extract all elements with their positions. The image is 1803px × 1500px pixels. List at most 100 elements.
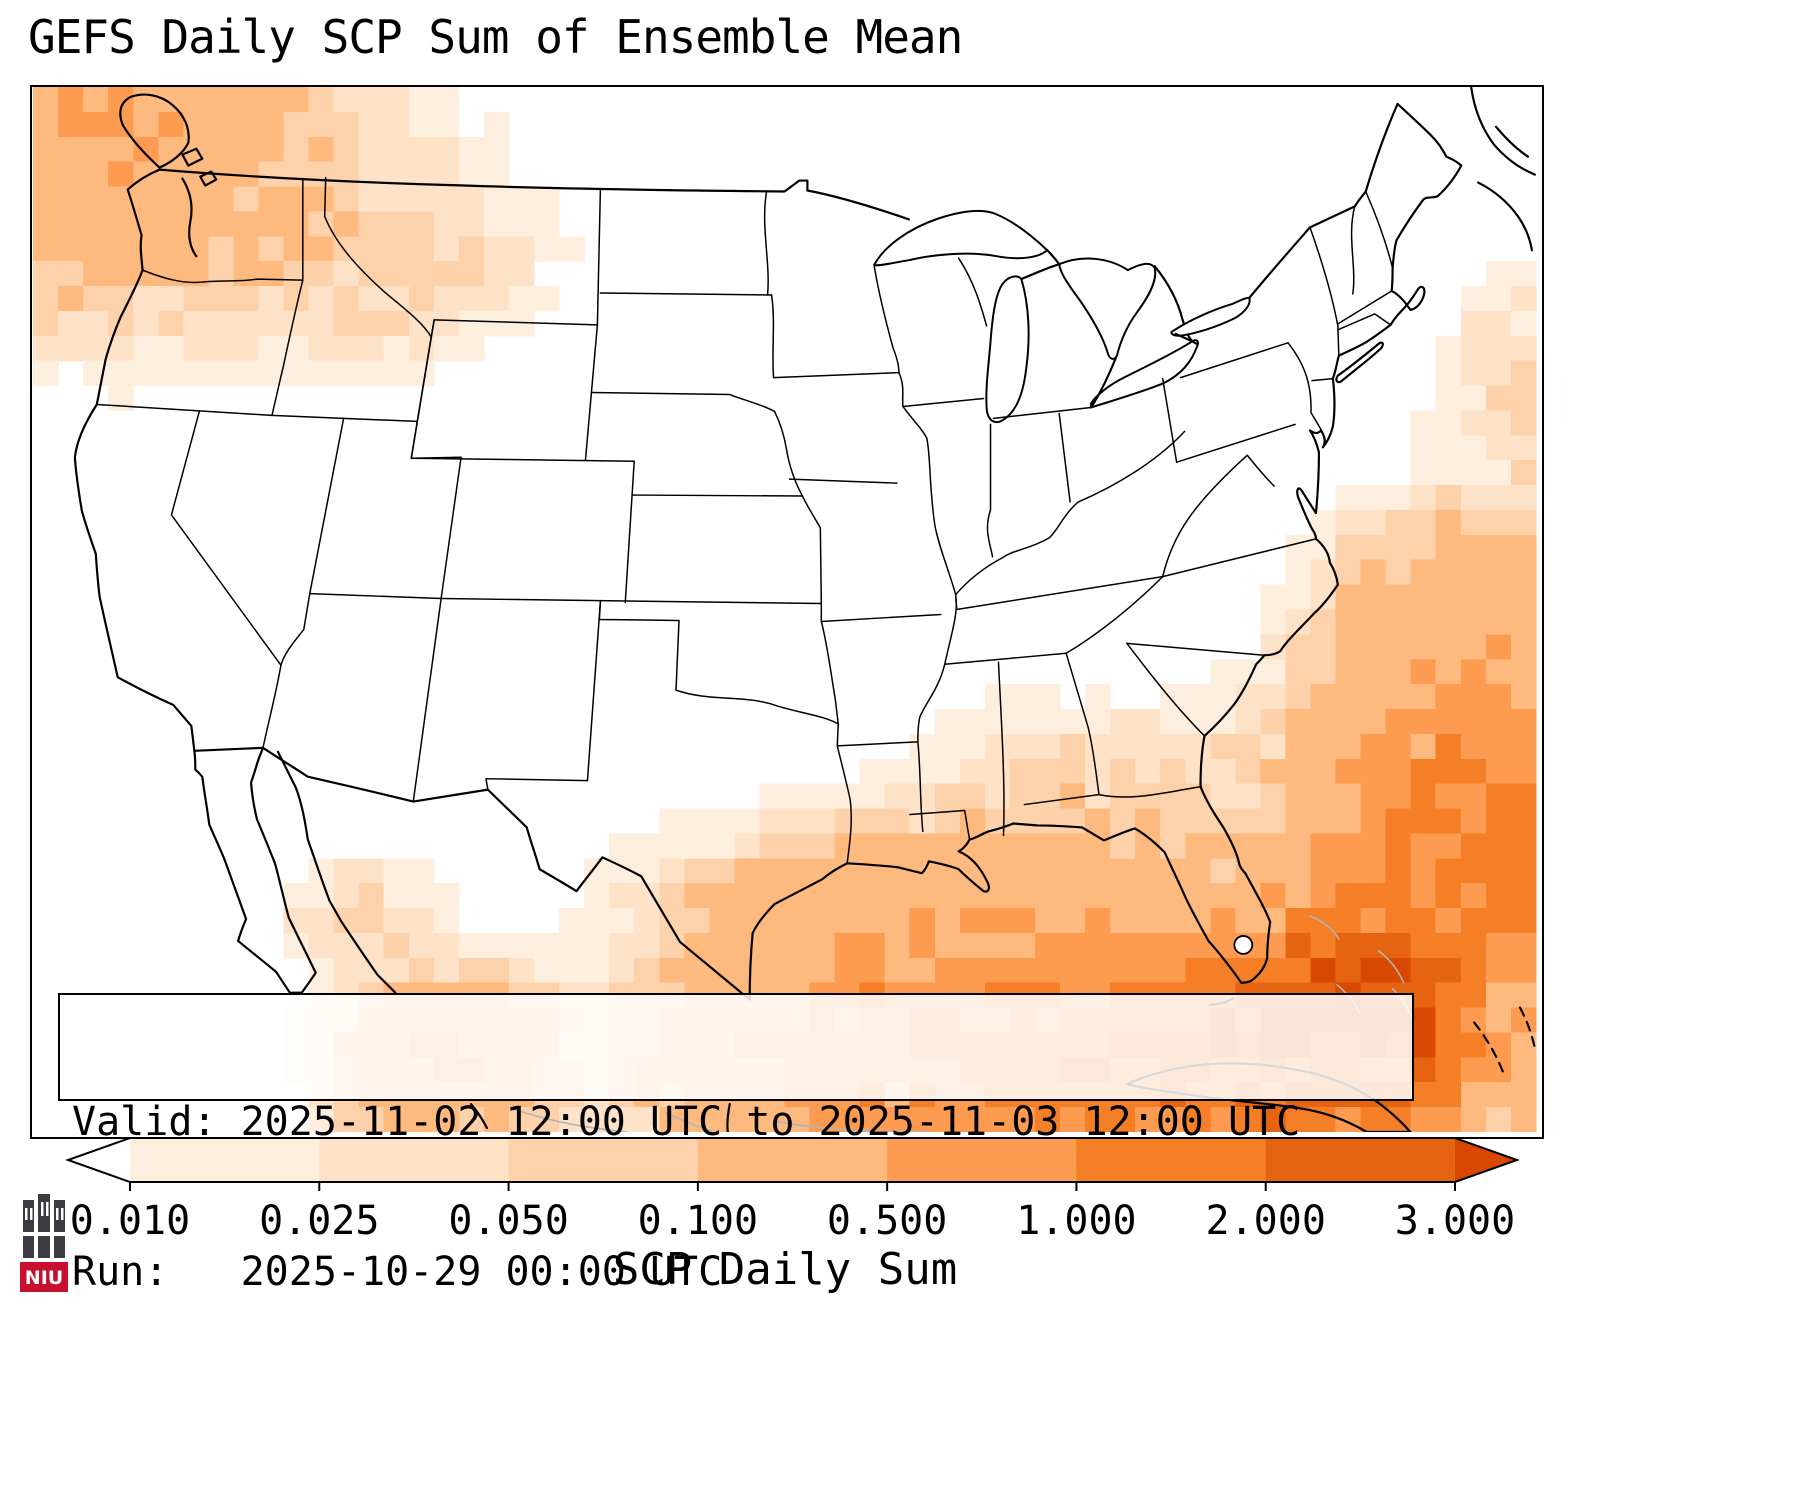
- heatmap-cell: [1285, 908, 1312, 934]
- heatmap-cell: [108, 161, 134, 188]
- heatmap-cell: [1210, 932, 1236, 959]
- heatmap-cell: [1385, 883, 1412, 909]
- heatmap-cell: [934, 833, 961, 859]
- heatmap-cell: [1410, 1107, 1437, 1132]
- heatmap-cell: [1335, 758, 1362, 785]
- heatmap-cell: [383, 883, 410, 909]
- heatmap-cell: [884, 1107, 911, 1132]
- heatmap-cell: [333, 211, 360, 237]
- heatmap-cell: [1235, 783, 1262, 810]
- heatmap-cell: [1160, 733, 1186, 760]
- coastline-layer: [73, 87, 1537, 1132]
- heatmap-cell: [959, 883, 986, 909]
- heatmap-cell: [333, 335, 360, 362]
- heatmap-cell: [58, 310, 84, 337]
- heatmap-cell: [1210, 659, 1236, 685]
- heatmap-cell: [133, 236, 159, 262]
- heatmap-cell: [1460, 982, 1487, 1009]
- heatmap-cell: [158, 211, 184, 237]
- heatmap-cell: [1485, 883, 1512, 909]
- heatmap-cell: [1435, 335, 1462, 362]
- heatmap-cell: [1210, 684, 1236, 710]
- heatmap-cell: [108, 261, 134, 287]
- heatmap-cell: [1485, 684, 1512, 710]
- heatmap-cell: [1285, 808, 1312, 835]
- heatmap-cell: [233, 286, 260, 312]
- heatmap-cell: [984, 684, 1011, 710]
- heatmap-cell: [33, 236, 59, 262]
- mexico-gray: [510, 1107, 930, 1132]
- heatmap-cell: [1210, 758, 1236, 785]
- colorbar-bin: [697, 1138, 888, 1182]
- colorbar-label: SCP Daily Sum: [612, 1244, 958, 1295]
- heatmap-cell: [1510, 908, 1537, 934]
- heatmap-cell: [1260, 908, 1287, 934]
- heatmap-cell: [1335, 833, 1362, 859]
- heatmap-cell: [909, 833, 936, 859]
- heatmap-cell: [483, 261, 510, 287]
- heatmap-cell: [1385, 684, 1412, 710]
- heatmap-cell: [1310, 858, 1337, 884]
- state-borders: [96, 176, 1394, 865]
- heatmap-cell: [1285, 534, 1312, 561]
- heatmap-cell: [1435, 435, 1462, 461]
- heatmap-cell: [58, 111, 84, 138]
- heatmap-cell: [208, 286, 235, 312]
- lake-huron: [1058, 257, 1157, 360]
- heatmap-cell: [584, 932, 610, 959]
- heatmap-cell: [634, 908, 660, 934]
- heatmap-cell: [1435, 1057, 1462, 1083]
- heatmap-cell: [1260, 584, 1287, 611]
- heatmap-cell: [483, 286, 510, 312]
- heatmap-cell: [784, 932, 811, 959]
- long-island: [1335, 341, 1384, 384]
- heatmap-cell: [884, 908, 911, 934]
- heatmap-cell: [1310, 659, 1337, 685]
- heatmap-cell: [1210, 733, 1236, 760]
- heatmap-cell: [1460, 609, 1487, 635]
- heatmap-cell: [1385, 485, 1412, 511]
- heatmap-cell: [859, 932, 886, 959]
- heatmap-cell: [1285, 957, 1312, 984]
- heatmap-cell: [1485, 286, 1512, 312]
- heatmap-cell: [158, 186, 184, 213]
- heatmap-cell: [308, 261, 335, 287]
- niu-text: NIU: [25, 1267, 63, 1289]
- heatmap-cell: [33, 111, 59, 138]
- heatmap-cell: [1135, 808, 1161, 835]
- heatmap-cell: [984, 758, 1011, 785]
- heatmap-cell: [1460, 733, 1487, 760]
- heatmap-cell: [1410, 1007, 1437, 1034]
- heatmap-cell: [1510, 609, 1537, 635]
- heatmap-cell: [1510, 410, 1537, 436]
- heatmap-cell: [1335, 858, 1362, 884]
- heatmap-cell: [859, 833, 886, 859]
- heatmap-cell: [183, 211, 210, 237]
- heatmap-cell: [1009, 833, 1036, 859]
- heatmap-cell: [1009, 808, 1036, 835]
- heatmap-cell: [1035, 783, 1061, 810]
- heatmap-cell: [559, 1107, 585, 1132]
- heatmap-cell: [408, 858, 435, 884]
- heatmap-cell: [1410, 808, 1437, 835]
- colorbar-tick-label: 0.010: [70, 1198, 190, 1244]
- colorbar-tick-label: 0.500: [827, 1198, 947, 1244]
- heatmap-cell: [684, 908, 710, 934]
- maritime-canada-coast: [1470, 87, 1537, 252]
- heatmap-cell: [1510, 559, 1537, 586]
- heatmap-cell: [1460, 883, 1487, 909]
- heatmap-cell: [258, 136, 285, 163]
- heatmap-cell: [1135, 758, 1161, 785]
- heatmap-cell: [183, 286, 210, 312]
- heatmap-cell: [308, 161, 335, 188]
- heatmap-cell: [934, 709, 961, 735]
- heatmap-cell: [1485, 509, 1512, 536]
- heatmap-cell: [609, 957, 635, 984]
- heatmap-cell: [1460, 559, 1487, 586]
- heatmap-cell: [1360, 659, 1387, 685]
- heatmap-cell: [1385, 559, 1412, 586]
- heatmap-cell: [383, 1107, 410, 1132]
- heatmap-cell: [408, 286, 435, 312]
- heatmap-cell: [1510, 286, 1537, 312]
- heatmap-cell: [33, 136, 59, 163]
